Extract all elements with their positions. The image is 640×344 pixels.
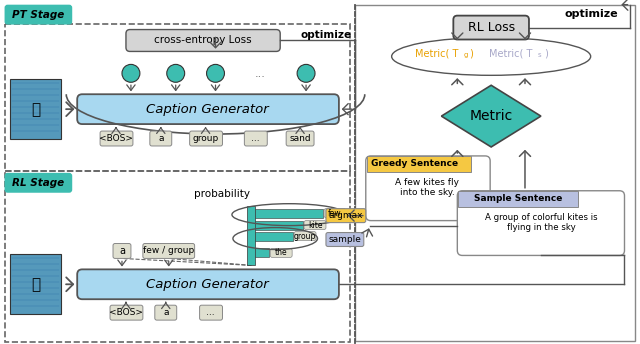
Text: probability: probability [195, 189, 250, 199]
Text: group: group [193, 134, 219, 143]
Circle shape [122, 64, 140, 82]
FancyBboxPatch shape [270, 248, 292, 257]
Bar [247, 206, 255, 265]
Bar [355, 5, 636, 341]
Text: kite: kite [308, 221, 323, 229]
Bar [10, 79, 61, 139]
FancyBboxPatch shape [143, 244, 195, 258]
Text: Metric( T: Metric( T [489, 49, 532, 58]
Text: PT Stage: PT Stage [12, 10, 65, 20]
Circle shape [207, 64, 225, 82]
FancyBboxPatch shape [4, 5, 72, 24]
Bar [367, 156, 471, 172]
Text: A few kites fly
into the sky.: A few kites fly into the sky. [396, 178, 460, 197]
Text: cross-entropy Loss: cross-entropy Loss [154, 35, 252, 45]
Text: sample: sample [328, 235, 362, 244]
FancyBboxPatch shape [77, 94, 339, 124]
Text: Caption Generator: Caption Generator [146, 103, 269, 116]
Text: Greedy Sentence: Greedy Sentence [371, 159, 458, 169]
Text: RL Stage: RL Stage [12, 178, 65, 188]
FancyBboxPatch shape [110, 305, 143, 320]
Bar [458, 191, 578, 207]
Ellipse shape [392, 37, 591, 75]
FancyBboxPatch shape [150, 131, 172, 146]
Text: A group of colorful kites is
flying in the sky: A group of colorful kites is flying in t… [484, 213, 597, 232]
FancyBboxPatch shape [189, 131, 223, 146]
FancyBboxPatch shape [155, 305, 177, 320]
Text: a: a [158, 134, 164, 143]
Text: optimize: optimize [565, 9, 618, 19]
FancyBboxPatch shape [100, 131, 133, 146]
Text: the: the [275, 248, 287, 257]
FancyBboxPatch shape [126, 30, 280, 52]
Text: Caption Generator: Caption Generator [146, 278, 269, 291]
FancyBboxPatch shape [77, 269, 339, 299]
FancyBboxPatch shape [200, 305, 223, 320]
Polygon shape [442, 85, 541, 147]
FancyBboxPatch shape [324, 209, 346, 218]
Text: ...: ... [251, 134, 260, 143]
Text: a: a [163, 308, 168, 317]
Text: Metric: Metric [470, 109, 513, 123]
Text: s: s [538, 52, 541, 58]
FancyBboxPatch shape [294, 232, 316, 240]
FancyBboxPatch shape [286, 131, 314, 146]
Text: optimize: optimize [300, 30, 351, 40]
Text: sand: sand [289, 134, 311, 143]
Text: 🎏: 🎏 [31, 102, 40, 117]
FancyBboxPatch shape [4, 173, 72, 193]
Bar [255, 248, 269, 257]
Text: Sample Sentence: Sample Sentence [474, 194, 562, 203]
Bar [255, 221, 303, 229]
Text: ...: ... [255, 69, 266, 79]
Text: ): ) [467, 49, 474, 58]
Text: ): ) [542, 49, 548, 58]
Text: g: g [463, 52, 468, 58]
Circle shape [297, 64, 315, 82]
FancyBboxPatch shape [453, 15, 529, 40]
Text: a: a [119, 246, 125, 256]
FancyBboxPatch shape [244, 131, 268, 146]
FancyBboxPatch shape [326, 233, 364, 247]
Bar [255, 232, 293, 240]
Text: 🎏: 🎏 [31, 277, 40, 292]
Text: Metric( T: Metric( T [415, 49, 458, 58]
Text: ...: ... [206, 308, 215, 317]
Bar [255, 209, 323, 218]
Text: RL Loss: RL Loss [468, 21, 515, 34]
Text: few: few [328, 209, 342, 218]
Text: <BOS>: <BOS> [99, 134, 133, 143]
FancyBboxPatch shape [458, 191, 625, 256]
Bar [10, 255, 61, 314]
FancyBboxPatch shape [366, 156, 490, 221]
FancyBboxPatch shape [326, 209, 366, 223]
Bar [4, 24, 350, 171]
Text: few / group: few / group [143, 246, 195, 256]
FancyBboxPatch shape [304, 221, 326, 229]
Bar [4, 171, 350, 342]
Circle shape [167, 64, 185, 82]
Text: <BOS>: <BOS> [109, 308, 143, 317]
FancyBboxPatch shape [113, 244, 131, 258]
Text: group: group [294, 232, 316, 240]
Text: argmax: argmax [328, 211, 363, 220]
